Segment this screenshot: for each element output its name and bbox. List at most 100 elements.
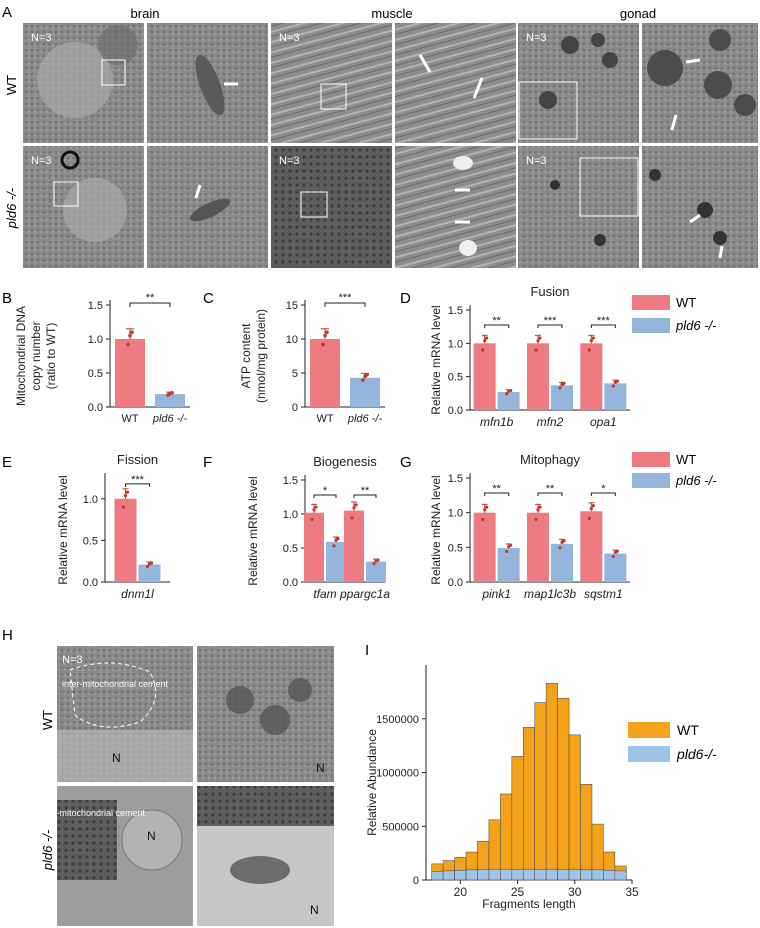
bar [310, 339, 340, 407]
y-axis-label: copy number [29, 321, 43, 390]
data-point [310, 517, 314, 522]
significance-bracket [537, 492, 563, 496]
data-point [354, 503, 358, 507]
data-point [352, 506, 356, 510]
data-point [365, 373, 369, 377]
y-axis-label: ATP content [239, 323, 253, 389]
bar [527, 343, 549, 410]
y-tick-label: 0.0 [88, 402, 103, 414]
x-tick-label: 30 [568, 885, 582, 899]
chart-title: Fission [117, 452, 158, 467]
y-tick-label: 1.0 [88, 334, 103, 346]
y-tick-label: 0.0 [448, 405, 463, 417]
significance-label: ** [546, 483, 555, 495]
y-tick-label: 0.5 [283, 543, 298, 555]
x-tick-label: opa1 [590, 415, 617, 429]
significance-label: ** [146, 292, 155, 304]
histogram-bar-pld6 [545, 868, 558, 881]
legend-swatch-pld6 [628, 746, 670, 762]
em-image-brain-wt-zoom [147, 23, 268, 143]
bar [350, 377, 380, 407]
significance-bracket [125, 483, 150, 487]
em-image-wt-cement-zoom: N [197, 646, 334, 782]
data-point [325, 330, 329, 335]
legend-bottom: WT pld6 -/- [632, 452, 717, 488]
legend-label-pld6: pld6 -/- [675, 318, 717, 333]
data-point [121, 505, 126, 509]
data-point [481, 348, 485, 352]
arrow [472, 77, 484, 99]
y-axis-label: (nmol/mg protein) [254, 309, 268, 403]
histogram-bar-pld6 [568, 868, 581, 881]
em-image-wt-cement: N=3 inter-mitochondrial cement N [57, 646, 193, 782]
y-axis-label: Relative mRNA level [429, 305, 443, 414]
significance-bracket [353, 494, 377, 498]
bar [114, 498, 137, 582]
significance-label: * [323, 485, 328, 497]
chart-biogenesis: 0.0 0.5 1.0 1.5 Relative mRNA level Biogenesi… [246, 454, 390, 601]
panel-letter-h: H [2, 627, 13, 644]
legend-label-pld6: pld6 -/- [675, 473, 717, 488]
histogram-bar-pld6 [488, 868, 501, 881]
data-point [509, 543, 513, 547]
panel-letter-f: F [203, 454, 212, 471]
bar [344, 510, 364, 582]
panel-letter-a: A [2, 4, 12, 21]
data-point [130, 330, 134, 335]
y-tick-label: 0.0 [83, 577, 98, 589]
y-axis-label: Relative mRNA level [246, 476, 260, 585]
data-point [170, 390, 174, 395]
data-point [126, 342, 130, 347]
nucleus-label: N [310, 903, 319, 917]
data-point [505, 549, 509, 554]
row-label-pld6: pld6 -/- [4, 187, 19, 229]
nucleus-label: N [316, 761, 325, 775]
y-tick-label: 1.5 [88, 300, 103, 312]
chart-fission: 0.0 0.5 1.0 Relative mRNA level Fission dnm1l… [56, 452, 170, 601]
data-point [534, 518, 538, 522]
legend-swatch-wt [632, 452, 670, 467]
bar [155, 394, 185, 407]
bar [497, 392, 520, 410]
y-tick-label: 1500000 [376, 714, 419, 726]
data-point [611, 384, 615, 388]
tissue-label-gonad: gonad [620, 6, 656, 21]
data-point [483, 508, 487, 512]
x-tick-label: mfn2 [537, 415, 564, 429]
zoom-box [300, 191, 328, 218]
data-point [534, 348, 538, 352]
data-point [336, 537, 340, 541]
significance-label: ** [492, 483, 501, 495]
bar [473, 343, 496, 410]
histogram-bar-pld6 [580, 869, 593, 881]
em-image-gonad-pld6-zoom [642, 146, 758, 268]
histogram-bar-pld6 [500, 868, 513, 881]
significance-label: ** [492, 315, 501, 327]
y-tick-label: 1.0 [283, 509, 298, 521]
chart-title: Biogenesis [313, 454, 377, 469]
row-label-wt: WT [4, 75, 19, 95]
x-tick-label: sqstm1 [584, 587, 623, 601]
x-tick-label: tfam [313, 587, 336, 601]
y-tick-label: 0.5 [83, 535, 98, 547]
data-point [538, 336, 542, 340]
significance-bracket [324, 302, 366, 307]
chart-mtdna-copy-number: 0.0 0.5 1.0 1.5 Mitochondrial DNA copy number… [14, 292, 190, 425]
y-tick-label: 1.0 [83, 494, 98, 506]
panel-h: WT pld6 -/- N=3 inter-mitochondrial ceme… [39, 646, 334, 926]
data-point [615, 379, 619, 383]
data-point [128, 333, 132, 338]
histogram-bar-pld6 [534, 868, 547, 881]
data-point [615, 549, 619, 553]
legend-label-wt: WT [676, 452, 696, 467]
em-image-muscle-wt-zoom [395, 23, 516, 143]
data-point [587, 348, 591, 352]
x-tick-label: pld6 -/- [152, 413, 188, 425]
em-image-brain-wt-overview: N=3 [23, 23, 144, 143]
x-tick-label: ppargc1a [339, 587, 390, 601]
zoom-box [53, 181, 79, 207]
data-point [562, 381, 566, 385]
data-point [481, 518, 485, 522]
data-point [558, 546, 562, 550]
x-tick-label: pld6 -/- [347, 413, 383, 425]
